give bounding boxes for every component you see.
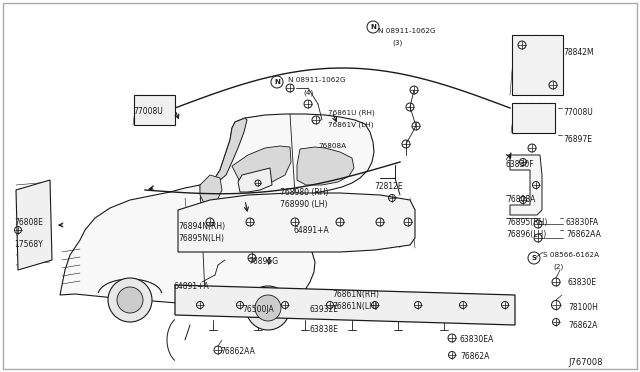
Text: 63830FA: 63830FA [566, 218, 599, 227]
Text: 63830E: 63830E [568, 278, 597, 287]
Text: 76808A: 76808A [318, 143, 346, 149]
Text: 77008U: 77008U [563, 108, 593, 117]
Polygon shape [60, 114, 374, 310]
Text: 72812E: 72812E [374, 182, 403, 191]
Text: 76862A: 76862A [460, 352, 490, 361]
Text: (3): (3) [392, 40, 403, 46]
Text: N: N [274, 79, 280, 85]
Text: 76862AA: 76862AA [566, 230, 601, 239]
Text: 78100H: 78100H [568, 303, 598, 312]
Text: S 08566-6162A: S 08566-6162A [543, 252, 599, 258]
Text: 76895(RH): 76895(RH) [506, 218, 547, 227]
Text: 63932E: 63932E [309, 305, 338, 314]
Text: 63838E: 63838E [309, 325, 338, 334]
Text: 77008U: 77008U [133, 107, 163, 116]
Polygon shape [510, 155, 542, 215]
Circle shape [255, 295, 281, 321]
Text: 76861N(RH): 76861N(RH) [332, 290, 379, 299]
Text: 76861N(LH): 76861N(LH) [332, 302, 378, 311]
Text: 63830EA: 63830EA [460, 335, 494, 344]
Text: N 08911-1062G: N 08911-1062G [288, 77, 346, 83]
Text: 76500JA: 76500JA [242, 305, 274, 314]
Circle shape [246, 286, 290, 330]
Text: 78842M: 78842M [563, 48, 594, 57]
Text: 76861V (LH): 76861V (LH) [328, 122, 374, 128]
Text: 76895N(LH): 76895N(LH) [178, 234, 224, 243]
Text: 76894N(RH): 76894N(RH) [178, 222, 225, 231]
Text: 768990 (LH): 768990 (LH) [280, 200, 328, 209]
Circle shape [117, 287, 143, 313]
Text: N 08911-1062G: N 08911-1062G [378, 28, 436, 34]
Text: J767008: J767008 [568, 358, 602, 367]
Text: 76862AA: 76862AA [220, 347, 255, 356]
Text: 76896(LH): 76896(LH) [506, 230, 547, 239]
Circle shape [108, 278, 152, 322]
Polygon shape [175, 285, 515, 325]
Text: 64891+A: 64891+A [174, 282, 210, 291]
Polygon shape [134, 95, 175, 125]
Text: 76897E: 76897E [563, 135, 592, 144]
Text: (4): (4) [303, 90, 313, 96]
Text: (2): (2) [553, 264, 563, 270]
Polygon shape [215, 118, 247, 180]
Polygon shape [512, 103, 555, 133]
Text: 76808E: 76808E [14, 218, 43, 227]
Text: 76808A: 76808A [506, 195, 536, 204]
Polygon shape [178, 193, 415, 252]
Text: 76861U (RH): 76861U (RH) [328, 110, 375, 116]
Text: 76895G: 76895G [248, 257, 278, 266]
Polygon shape [200, 175, 222, 205]
Polygon shape [512, 35, 563, 95]
Text: 17568Y: 17568Y [14, 240, 43, 249]
Polygon shape [16, 180, 52, 270]
Polygon shape [297, 147, 354, 185]
Text: 768980 (RH): 768980 (RH) [280, 188, 328, 197]
Text: N: N [370, 24, 376, 30]
Text: 76862A: 76862A [568, 321, 597, 330]
Polygon shape [232, 146, 291, 185]
Text: 64891+A: 64891+A [294, 226, 330, 235]
Text: S: S [531, 255, 536, 261]
Polygon shape [238, 168, 272, 192]
Text: 63830F: 63830F [506, 160, 534, 169]
